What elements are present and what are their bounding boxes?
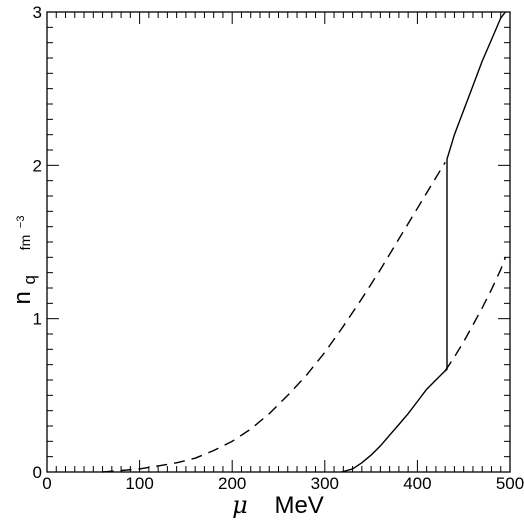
axis-ticks [46,11,511,473]
series-group [102,11,507,473]
x-tick-label: 400 [403,474,431,493]
y-axis-symbol: n [9,291,36,304]
x-tick-label: 100 [125,474,153,493]
y-tick-label: 2 [33,156,42,175]
series-line-1-dashed [102,161,446,473]
x-tick-label: 300 [311,474,339,493]
series-line-3-dashed [444,257,507,372]
x-tick-label: 0 [42,474,51,493]
y-tick-label: 3 [33,3,42,22]
x-axis-unit: MeV [274,492,323,519]
x-axis-label: μ MeV [232,491,324,519]
x-axis-symbol: μ [232,491,248,519]
x-tick-label: 200 [218,474,246,493]
y-axis-unit: fm [17,235,33,251]
y-tick-label: 0 [33,463,42,482]
tick-labels: 0 100 200 300 400 500 0 1 2 3 [33,3,524,493]
x-tick-label: 500 [496,474,524,493]
plot-frame [46,11,511,473]
y-axis-label: n q fm −3 [9,216,41,305]
series-line-2-solid [341,11,506,473]
y-axis-subscript: q [20,275,39,284]
y-tick-label: 1 [33,310,42,329]
y-axis-unit-exponent: −3 [15,216,27,229]
